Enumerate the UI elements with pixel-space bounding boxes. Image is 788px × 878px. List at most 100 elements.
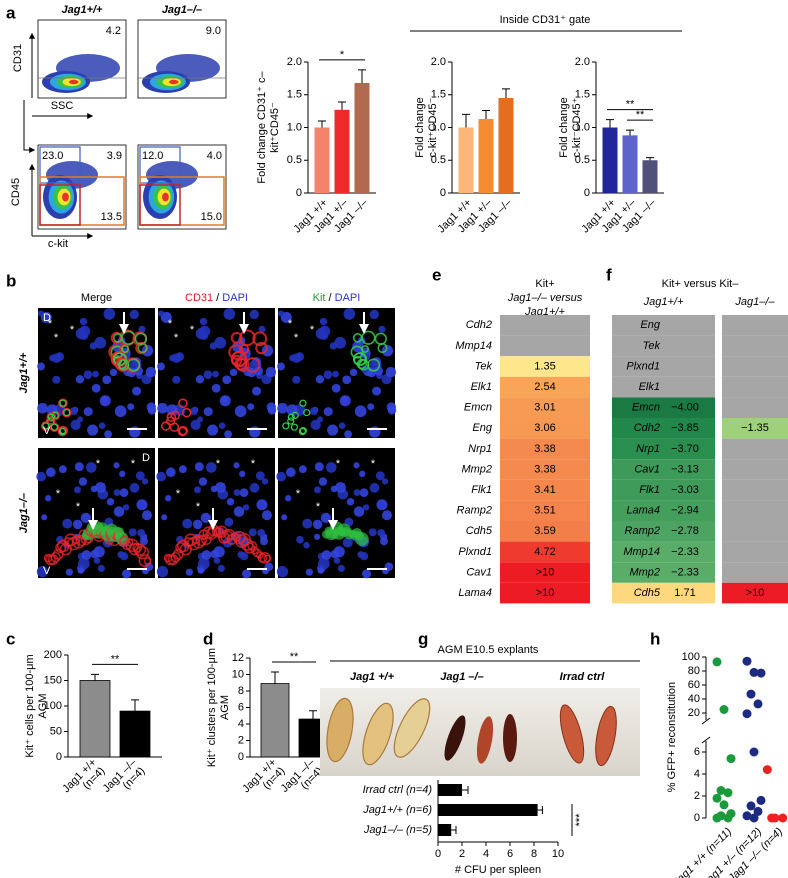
nucleus <box>248 528 257 537</box>
nucleus <box>176 535 184 544</box>
group-label: Irrad ctrl <box>560 671 606 683</box>
nucleus <box>93 557 101 564</box>
gene-label: Ramp2 <box>457 505 492 517</box>
cell-value: 3.59 <box>534 525 555 537</box>
heatmap-cell <box>500 500 590 521</box>
ventral-marker: V <box>43 425 51 437</box>
nucleus <box>113 489 121 496</box>
cell-value: >10 <box>746 587 765 599</box>
cd31-signal <box>169 422 180 432</box>
nucleus <box>249 426 261 438</box>
nucleus <box>385 366 397 378</box>
nucleus <box>113 506 125 517</box>
nucleus <box>200 512 212 524</box>
heatmap-title: Kit+ versus Kit– <box>662 278 740 290</box>
y-axis-label: Fold change <box>558 97 570 158</box>
heatmap-cell <box>612 479 715 501</box>
nucleus <box>335 482 346 493</box>
kit-signal <box>291 411 299 419</box>
nucleus <box>325 462 337 473</box>
asterisk: * <box>176 488 181 500</box>
y-tick-label: 12 <box>232 652 244 664</box>
nucleus <box>255 471 265 481</box>
nucleus <box>156 565 169 578</box>
heatmap-cell <box>500 376 590 398</box>
kit-signal <box>121 345 130 353</box>
nucleus <box>284 495 292 502</box>
panel-label: c <box>6 629 15 648</box>
nucleus <box>52 375 61 384</box>
point <box>749 813 759 823</box>
nucleus <box>229 368 238 377</box>
nucleus <box>233 489 241 496</box>
bar <box>79 680 111 758</box>
heatmap-cell <box>500 459 590 480</box>
nucleus <box>258 325 266 333</box>
point <box>723 813 733 823</box>
gene-label: Ramp2 <box>625 525 660 537</box>
cell-value: 3.41 <box>534 484 555 496</box>
bar <box>438 824 452 836</box>
x-tick-label: Jag1 –/–(n=4) <box>101 756 148 803</box>
nucleus <box>377 529 386 537</box>
nucleus <box>310 419 321 430</box>
y-tick-label: 50 <box>50 725 62 737</box>
flow-axis-label: c-kit <box>48 238 68 250</box>
gene-label: Tek <box>475 360 493 372</box>
gate-arrow <box>23 100 36 153</box>
nucleus <box>99 395 111 407</box>
nucleus <box>122 569 132 579</box>
cd31-signal <box>255 341 268 355</box>
nucleus <box>289 354 297 362</box>
nucleus <box>277 362 285 371</box>
y-axis-label: AGM <box>219 695 231 720</box>
gene-label: Cav1 <box>634 463 660 475</box>
nucleus <box>201 550 212 560</box>
point <box>742 656 752 666</box>
y-tick-label: 2.0 <box>575 56 590 68</box>
kit-signal <box>352 333 363 343</box>
nucleus <box>192 519 203 530</box>
nucleus <box>165 467 176 478</box>
nucleus <box>74 462 84 472</box>
x-tick-label: Jag1 +/+(n=4) <box>240 756 287 803</box>
nucleus <box>359 552 369 561</box>
heatmap-cell <box>500 521 590 542</box>
heatmap-cell <box>500 418 590 439</box>
kit-signal <box>63 408 71 417</box>
nucleus <box>104 430 113 439</box>
cell-value: −4.00 <box>671 402 699 414</box>
y-tick-label: 2 <box>238 734 244 746</box>
heatmap-cell <box>722 479 788 501</box>
gate <box>139 146 181 184</box>
y-axis-label: Kit⁺ clusters per 100-μm <box>206 648 218 767</box>
cell-value: −2.33 <box>671 546 699 558</box>
nucleus <box>375 471 385 481</box>
image-column-title: Kit / DAPI <box>313 292 361 304</box>
panel-label: b <box>6 271 16 290</box>
x-axis-label: # CFU per spleen <box>455 864 541 876</box>
y-tick-label: 80 <box>688 665 700 677</box>
title-part: / <box>325 292 334 304</box>
heatmap-cell <box>722 418 788 439</box>
nucleus <box>92 370 99 378</box>
y-tick-label: 1.0 <box>575 121 590 133</box>
flow-gate-value: 4.0 <box>207 150 222 162</box>
nucleus <box>119 470 126 478</box>
density-contour <box>62 192 69 202</box>
gene-label: Emcn <box>632 402 660 414</box>
nucleus <box>72 519 83 530</box>
y-tick-label: 0.5 <box>575 154 590 166</box>
cd31-signal <box>50 552 61 563</box>
micrograph: *** <box>277 308 397 439</box>
nucleus <box>129 482 140 493</box>
nucleus <box>242 569 252 579</box>
y-tick-label: 60 <box>688 679 700 691</box>
heatmap-title: Jag1+/+ <box>524 306 565 318</box>
nucleus <box>141 510 153 521</box>
nucleus <box>90 485 98 493</box>
nucleus <box>210 485 218 493</box>
nucleus <box>342 537 353 548</box>
flow-gate-value: 13.5 <box>101 211 122 223</box>
bar <box>438 784 462 796</box>
